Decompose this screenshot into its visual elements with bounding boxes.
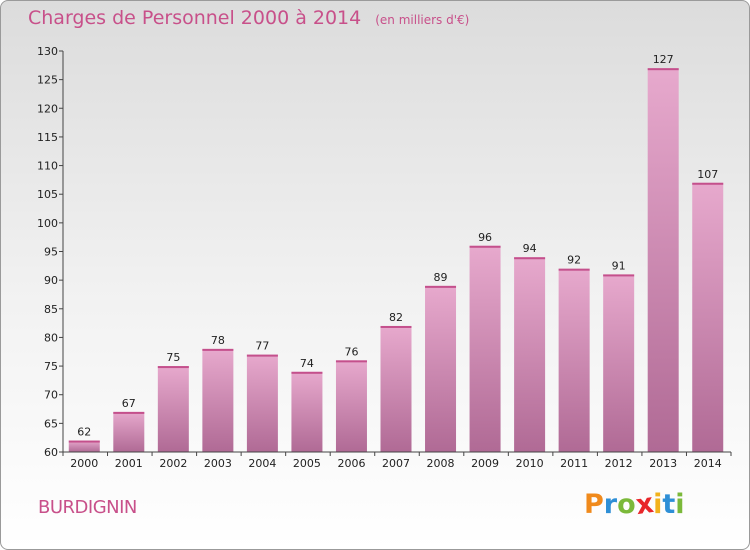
x-tick-label: 2000: [70, 457, 98, 470]
data-label: 94: [523, 242, 537, 255]
logo-letter: t: [662, 489, 676, 520]
chart-subtitle: (en milliers d'€): [375, 13, 470, 27]
y-tick-label: 125: [37, 74, 58, 87]
data-label: 89: [434, 271, 448, 284]
bar: [335, 360, 367, 452]
logo-letter: o: [617, 489, 636, 520]
bar: [647, 68, 679, 452]
y-tick-label: 90: [44, 274, 58, 287]
y-tick-label: 85: [44, 303, 58, 316]
commune-name: BURDIGNIN: [38, 497, 137, 518]
bar-top-edge: [157, 366, 189, 369]
bar: [246, 354, 278, 452]
y-tick-label: 120: [37, 102, 58, 115]
x-tick-label: 2014: [694, 457, 722, 470]
x-tick-label: 2004: [248, 457, 276, 470]
bar: [291, 371, 323, 452]
data-label: 91: [612, 259, 626, 272]
x-tick-label: 2010: [516, 457, 544, 470]
bar: [113, 411, 145, 452]
x-tick-label: 2008: [427, 457, 455, 470]
x-tick-label: 2007: [382, 457, 410, 470]
bar-top-edge: [603, 274, 635, 277]
y-axis: 60 65 70 75 80 85 90 95 100 105 110 115 120 125 130: [37, 45, 64, 459]
x-tick-label: 2009: [471, 457, 499, 470]
chart-title: Charges de Personnel 2000 à 2014 (en mill…: [28, 7, 469, 29]
x-tick-label: 2001: [115, 457, 143, 470]
x-tick-label: 2002: [159, 457, 187, 470]
bar-top-edge: [425, 285, 457, 288]
bar: [202, 348, 234, 452]
bar-top-edge: [246, 354, 278, 357]
x-tick-label: 2003: [204, 457, 232, 470]
bar: [68, 440, 100, 452]
bar-top-edge: [68, 440, 100, 443]
x-tick-label: 2012: [605, 457, 633, 470]
data-label: 127: [653, 53, 674, 66]
x-tick-label: 2013: [649, 457, 677, 470]
y-tick-label: 130: [37, 45, 58, 58]
bar: [425, 285, 457, 452]
logo-letter: r: [603, 489, 618, 520]
data-label: 62: [77, 426, 91, 439]
y-tick-label: 115: [37, 131, 58, 144]
x-axis: 2000 2001 2002 2003 2004 2005 2006 2007 2008 2009…: [62, 451, 732, 470]
bars: 62 67 75 78 77 74 76 82 89 96 94 92 91 127 107: [68, 53, 724, 452]
bar: [514, 257, 546, 452]
bar-top-edge: [469, 245, 501, 248]
logo-letter: P: [584, 489, 604, 520]
y-tick-label: 60: [44, 446, 58, 459]
y-tick-label: 75: [44, 360, 58, 373]
x-tick-label: 2006: [337, 457, 365, 470]
bar-top-edge: [380, 325, 412, 328]
bar-top-edge: [558, 268, 590, 271]
y-tick-label: 65: [44, 417, 58, 430]
data-label: 77: [255, 340, 269, 353]
y-tick-label: 105: [37, 188, 58, 201]
logo-letter: i: [675, 489, 685, 520]
logo-letter: x: [633, 487, 656, 522]
data-label: 75: [166, 351, 180, 364]
bar-top-edge: [202, 348, 234, 351]
bar: [380, 325, 412, 452]
data-label: 74: [300, 357, 314, 370]
data-label: 96: [478, 231, 492, 244]
bar: [558, 268, 590, 452]
data-label: 107: [697, 168, 718, 181]
bar: [157, 366, 189, 452]
bar: [469, 245, 501, 452]
data-label: 78: [211, 334, 225, 347]
y-tick-label: 70: [44, 389, 58, 402]
chart-title-text: Charges de Personnel 2000 à 2014: [28, 7, 362, 29]
bar-top-edge: [692, 182, 724, 185]
logo-letter: i: [653, 489, 663, 520]
y-tick-label: 95: [44, 246, 58, 259]
bar: [692, 182, 724, 452]
proxiti-logo[interactable]: Proxiti: [584, 487, 685, 522]
bar-top-edge: [647, 68, 679, 71]
bar-top-edge: [514, 257, 546, 260]
bar-top-edge: [335, 360, 367, 363]
y-tick-label: 100: [37, 217, 58, 230]
x-tick-label: 2011: [560, 457, 588, 470]
bar-top-edge: [113, 411, 145, 414]
data-label: 82: [389, 311, 403, 324]
y-tick-label: 80: [44, 331, 58, 344]
data-label: 67: [122, 397, 136, 410]
bar: [603, 274, 635, 452]
bar-top-edge: [291, 371, 323, 374]
y-tick-label: 110: [37, 160, 58, 173]
data-label: 76: [344, 345, 358, 358]
x-tick-label: 2005: [293, 457, 321, 470]
data-label: 92: [567, 254, 581, 267]
